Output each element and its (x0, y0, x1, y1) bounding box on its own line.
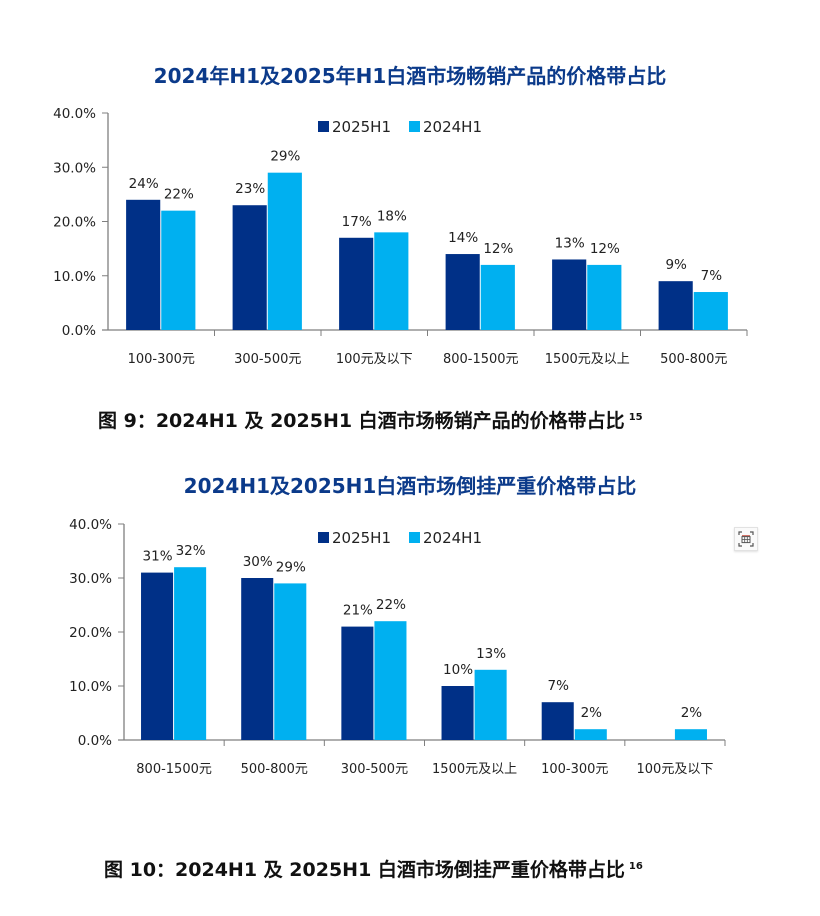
figure-10-caption-text: 图 10：2024H1 及 2025H1 白酒市场倒挂严重价格带占比 (104, 859, 625, 881)
data-label: 10% (443, 662, 473, 678)
y-tick-label: 10.0% (69, 679, 112, 695)
x-category-label: 1500元及以上 (432, 762, 517, 777)
chart-1: 40.0% 30.0% 20.0% 10.0% 0.0% 24% 22% 100-300元 23… (53, 106, 748, 367)
bar-2025H1-1 (232, 205, 267, 330)
data-label: 32% (176, 543, 206, 559)
data-label: 17% (342, 214, 372, 230)
bar-2025H1-3 (441, 686, 474, 740)
chart-1-title: 2024年H1及2025年H1白酒市场畅销产品的价格带占比 (153, 64, 667, 88)
bar-2025H1-2 (339, 237, 374, 330)
bar-2024H1-0 (174, 567, 207, 740)
x-category-label: 100元及以下 (637, 762, 714, 777)
bar-2025H1-5 (658, 281, 693, 330)
legend-label: 2025H1 (332, 529, 391, 547)
bar-2024H1-4 (574, 729, 607, 740)
data-label: 7% (548, 678, 570, 694)
bar-2024H1-1 (267, 172, 302, 330)
y-tick-label: 20.0% (53, 215, 96, 231)
bar-2024H1-2 (374, 621, 407, 740)
figure-10-caption: 图 10：2024H1 及 2025H1 白酒市场倒挂严重价格带占比 16 (104, 855, 643, 882)
bar-2024H1-3 (474, 669, 507, 740)
figure-9-caption: 图 9：2024H1 及 2025H1 白酒市场畅销产品的价格带占比 15 (98, 406, 643, 433)
data-label: 22% (164, 187, 194, 203)
bar-2025H1-2 (341, 626, 374, 740)
y-tick-label: 10.0% (53, 269, 96, 285)
bar-2025H1-0 (126, 199, 161, 330)
x-category-label: 500-800元 (660, 352, 727, 367)
legend: 2025H1 2024H1 (318, 118, 482, 136)
chart-2-title: 2024H1及2025H1白酒市场倒挂严重价格带占比 (183, 474, 637, 498)
legend-swatch-2025H1 (318, 532, 329, 543)
bar-2024H1-2 (374, 232, 409, 330)
x-category-label: 300-500元 (341, 762, 408, 777)
y-tick-label: 20.0% (69, 625, 112, 641)
y-tick-label: 0.0% (78, 733, 112, 749)
y-tick-label: 0.0% (62, 323, 96, 339)
data-label: 29% (276, 559, 306, 575)
data-label: 7% (701, 268, 723, 284)
table-icon (738, 531, 754, 547)
data-label: 2% (581, 705, 603, 721)
x-category-label: 100-300元 (541, 762, 608, 777)
data-label: 21% (343, 603, 373, 619)
bar-2024H1-3 (480, 264, 515, 330)
x-category-label: 800-1500元 (136, 762, 212, 777)
y-tick-label: 40.0% (69, 517, 112, 533)
legend-swatch-2024H1 (409, 121, 420, 132)
legend-label: 2024H1 (423, 118, 482, 136)
x-category-label: 100元及以下 (336, 352, 413, 367)
figure-9-caption-text: 图 9：2024H1 及 2025H1 白酒市场畅销产品的价格带占比 (98, 410, 625, 432)
data-label: 2% (681, 705, 703, 721)
data-label: 23% (235, 181, 265, 197)
x-category-label: 1500元及以上 (545, 352, 630, 367)
data-label: 18% (377, 208, 407, 224)
data-label: 31% (143, 549, 173, 565)
data-label: 12% (483, 241, 513, 257)
bar-2025H1-0 (141, 572, 174, 740)
x-category-label: 500-800元 (241, 762, 308, 777)
data-label: 9% (665, 257, 687, 273)
data-label: 30% (243, 554, 273, 570)
figure-9-footnote: 15 (628, 411, 643, 423)
legend: 2025H1 2024H1 (318, 529, 482, 547)
data-label: 29% (270, 149, 300, 165)
x-category-label: 300-500元 (234, 352, 301, 367)
bar-2024H1-1 (274, 583, 307, 740)
legend-swatch-2025H1 (318, 121, 329, 132)
data-label: 24% (129, 176, 159, 192)
bar-2024H1-4 (587, 264, 622, 330)
data-label: 13% (555, 235, 585, 251)
data-label: 13% (476, 646, 506, 662)
bar-2024H1-0 (161, 210, 196, 330)
figure-10-footnote: 16 (628, 860, 643, 872)
data-label: 14% (448, 230, 478, 246)
y-tick-label: 40.0% (53, 106, 96, 122)
bar-2025H1-4 (541, 702, 574, 740)
bar-2025H1-3 (445, 254, 480, 330)
data-label: 12% (590, 241, 620, 257)
table-view-button[interactable] (734, 527, 758, 551)
legend-swatch-2024H1 (409, 532, 420, 543)
bar-2024H1-5 (674, 729, 707, 740)
legend-label: 2025H1 (332, 118, 391, 136)
legend-label: 2024H1 (423, 529, 482, 547)
bar-2025H1-4 (552, 259, 587, 330)
bar-2024H1-5 (693, 292, 728, 330)
x-category-label: 800-1500元 (443, 352, 519, 367)
y-tick-label: 30.0% (69, 571, 112, 587)
bar-2025H1-1 (241, 578, 274, 740)
x-category-label: 100-300元 (128, 352, 195, 367)
y-tick-label: 30.0% (53, 160, 96, 176)
chart-2: 40.0% 30.0% 20.0% 10.0% 0.0% 31% 32% 800-1500元 3… (69, 517, 726, 777)
data-label: 22% (376, 597, 406, 613)
